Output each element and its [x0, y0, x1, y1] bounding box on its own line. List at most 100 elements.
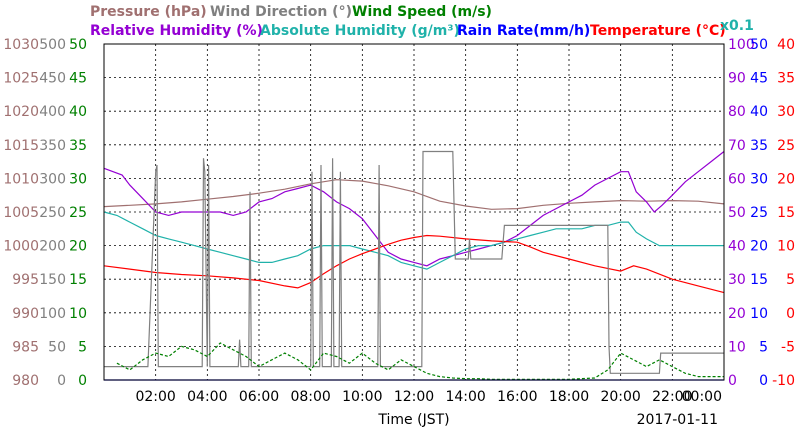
y-tick-label-wind-direction: 500	[39, 37, 66, 53]
y-tick-label-wind-direction: 450	[39, 71, 66, 87]
y-tick-label-wind-speed: 45	[69, 71, 87, 87]
x-tick-label: 14:00	[445, 389, 485, 405]
x-tick-label: 10:00	[342, 389, 382, 405]
y-tick-label-wind-direction: 350	[39, 138, 66, 154]
y-tick-label-temperature: 20	[777, 171, 795, 187]
y-tick-label-pressure: 985	[12, 339, 39, 355]
legend-wind-direction: Wind Direction (°)	[210, 4, 352, 20]
y-tick-label-rain-rate: 40	[750, 104, 768, 120]
y-tick-label-rain-rate: 5	[759, 339, 768, 355]
y-tick-label-temperature: 15	[777, 205, 795, 221]
legend-absolute-humidity: Absolute Humidity (g/m³)	[260, 23, 460, 39]
x-tick-label: 22:00	[652, 389, 692, 405]
y-tick-label-pressure: 1000	[3, 239, 39, 255]
y-tick-label-pressure: 990	[12, 306, 39, 322]
y-tick-label-humidity: 40	[728, 239, 746, 255]
y-tick-label-rain-rate: 50	[750, 37, 768, 53]
y-tick-label-rain-rate: 15	[750, 272, 768, 288]
y-tick-label-humidity: 60	[728, 171, 746, 187]
y-tick-label-rain-rate: 25	[750, 205, 768, 221]
y-tick-label-wind-speed: 25	[69, 205, 87, 221]
legend-row-1: Pressure (hPa) Wind Direction (°) Wind S…	[90, 4, 492, 20]
y-tick-label-wind-speed: 40	[69, 104, 87, 120]
y-tick-label-humidity: 100	[728, 37, 755, 53]
plot-frame	[103, 43, 725, 381]
y-tick-label-temperature: 5	[786, 272, 795, 288]
y-tick-label-temperature: -5	[781, 339, 795, 355]
y-tick-label-wind-direction: 300	[39, 171, 66, 187]
y-tick-label-temperature: 30	[777, 104, 795, 120]
y-tick-label-wind-speed: 50	[69, 37, 87, 53]
y-tick-label-humidity: 80	[728, 104, 746, 120]
y-tick-label-rain-rate: 45	[750, 71, 768, 87]
y-tick-label-humidity: 0	[728, 373, 737, 389]
x-tick-label: 06:00	[239, 389, 279, 405]
series-temperature-c	[103, 234, 725, 294]
x-tick-label: 04:00	[187, 389, 227, 405]
y-tick-label-wind-speed: 35	[69, 138, 87, 154]
series-wind-direction	[104, 150, 724, 374]
y-tick-label-pressure: 980	[12, 373, 39, 389]
x-tick-label: 00:00	[682, 389, 722, 405]
x-tick-label: 02:00	[135, 389, 175, 405]
legend-pressure: Pressure (hPa)	[90, 4, 207, 20]
y-tick-label-pressure: 1020	[3, 104, 39, 120]
y-tick-label-temperature: 0	[786, 306, 795, 322]
y-axis-labels: 9809859909951000100510101015102010251030…	[3, 37, 795, 389]
y-tick-label-pressure: 1015	[3, 138, 39, 154]
y-tick-label-temperature: 35	[777, 71, 795, 87]
y-tick-label-wind-direction: 0	[57, 373, 66, 389]
x-tick-label: 12:00	[394, 389, 434, 405]
y-tick-label-wind-speed: 30	[69, 171, 87, 187]
x-axis-labels: 02:00 04:00 06:00 08:00 10:00 12:00 14:00 16:00…	[135, 389, 722, 405]
y-tick-label-pressure: 995	[12, 272, 39, 288]
y-tick-label-humidity: 30	[728, 272, 746, 288]
grid	[104, 44, 724, 380]
y-tick-label-wind-direction: 200	[39, 239, 66, 255]
y-tick-label-wind-direction: 150	[39, 272, 66, 288]
y-tick-label-wind-direction: 250	[39, 205, 66, 221]
y-tick-label-temperature: 25	[777, 138, 795, 154]
x-tick-label: 16:00	[497, 389, 537, 405]
y-tick-label-rain-rate: 10	[750, 306, 768, 322]
series-pressure-hpa	[103, 179, 725, 210]
y-tick-label-pressure: 1025	[3, 71, 39, 87]
y-tick-label-pressure: 1005	[3, 205, 39, 221]
y-tick-label-wind-speed: 5	[78, 339, 87, 355]
y-tick-label-rain-rate: 35	[750, 138, 768, 154]
y-tick-label-temperature: 10	[777, 239, 795, 255]
y-tick-label-rain-rate: 20	[750, 239, 768, 255]
legend-wind-speed: Wind Speed (m/s)	[352, 4, 492, 20]
y-tick-label-wind-direction: 50	[48, 339, 66, 355]
y-tick-label-rain-rate: 30	[750, 171, 768, 187]
y-tick-label-pressure: 1010	[3, 171, 39, 187]
y-tick-label-humidity: 50	[728, 205, 746, 221]
x-axis-title: Time (JST)	[377, 412, 449, 428]
y-tick-label-rain-rate: 0	[759, 373, 768, 389]
y-tick-label-wind-speed: 10	[69, 306, 87, 322]
y-tick-label-wind-direction: 100	[39, 306, 66, 322]
y-tick-label-pressure: 1030	[3, 37, 39, 53]
legend-relative-humidity: Relative Humidity (%)	[90, 23, 263, 39]
y-tick-label-wind-speed: 15	[69, 272, 87, 288]
y-tick-label-humidity: 10	[728, 339, 746, 355]
legend-temperature: Temperature (°C)	[590, 23, 726, 39]
y-tick-label-wind-speed: 0	[78, 373, 87, 389]
y-tick-label-temperature: -10	[772, 373, 795, 389]
y-tick-label-wind-direction: 400	[39, 104, 66, 120]
y-tick-label-humidity: 20	[728, 306, 746, 322]
y-tick-label-humidity: 70	[728, 138, 746, 154]
legend-row-2: Relative Humidity (%) Absolute Humidity …	[90, 18, 754, 39]
y-tick-label-temperature: 40	[777, 37, 795, 53]
x-tick-label: 08:00	[290, 389, 330, 405]
y-tick-label-humidity: 90	[728, 71, 746, 87]
x-tick-label: 20:00	[600, 389, 640, 405]
series-relative-humidity	[103, 151, 725, 267]
legend-rain-rate: Rain Rate(mm/h)	[457, 23, 590, 39]
y-tick-label-wind-speed: 20	[69, 239, 87, 255]
date-label: 2017-01-11	[637, 412, 718, 428]
x-tick-label: 18:00	[549, 389, 589, 405]
scale-note: x0.1	[720, 18, 754, 34]
